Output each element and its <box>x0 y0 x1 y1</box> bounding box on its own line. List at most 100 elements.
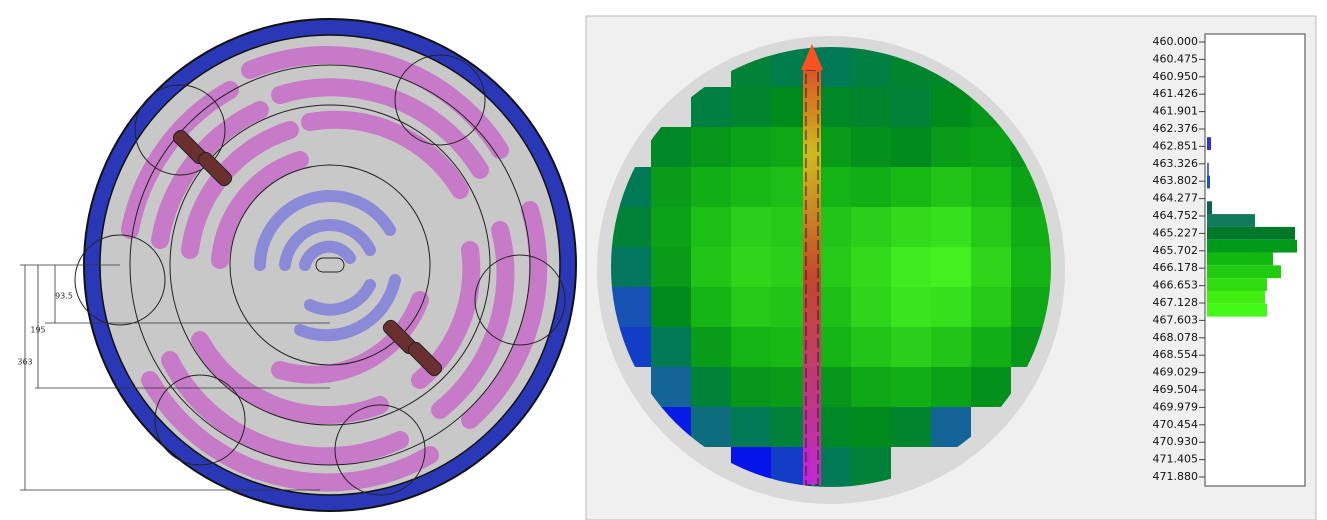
map-cell <box>891 207 931 247</box>
y-tick-label: 463.802 <box>1153 174 1199 187</box>
y-tick-label: 471.880 <box>1153 470 1199 483</box>
histogram-bar <box>1207 175 1210 189</box>
map-cell <box>931 167 971 207</box>
map-cell <box>931 247 971 287</box>
map-cell <box>691 87 731 127</box>
map-cell <box>691 407 731 447</box>
map-cell <box>931 327 971 367</box>
map-cell <box>851 47 891 87</box>
map-cell <box>1011 287 1051 327</box>
y-tick-label: 461.901 <box>1153 105 1199 118</box>
y-tick-label: 462.376 <box>1153 122 1199 135</box>
map-cell <box>731 87 771 127</box>
y-tick-label: 470.454 <box>1153 418 1199 431</box>
y-tick-label: 465.702 <box>1153 244 1199 257</box>
map-cell <box>651 287 691 327</box>
y-tick-label: 460.475 <box>1153 52 1199 65</box>
map-cell <box>971 287 1011 327</box>
map-cell <box>851 367 891 407</box>
map-cell <box>971 167 1011 207</box>
histogram-bar <box>1207 252 1273 266</box>
map-cell <box>851 127 891 167</box>
map-cell <box>691 207 731 247</box>
map-cell <box>611 207 651 247</box>
map-cell <box>691 327 731 367</box>
map-cell <box>931 287 971 327</box>
histogram-bar <box>1207 290 1265 304</box>
histogram-bar <box>1207 162 1209 176</box>
y-tick-label: 466.178 <box>1153 261 1199 274</box>
map-cell <box>651 127 691 167</box>
map-cell <box>891 167 931 207</box>
y-tick-label: 463.326 <box>1153 157 1199 170</box>
map-cell <box>971 207 1011 247</box>
map-cell <box>691 247 731 287</box>
histogram-bar <box>1207 239 1297 253</box>
y-tick-label: 465.227 <box>1153 226 1199 239</box>
y-tick-label: 471.405 <box>1153 453 1199 466</box>
map-cell <box>651 247 691 287</box>
map-cell <box>851 87 891 127</box>
y-tick-label: 469.979 <box>1153 400 1199 413</box>
map-cell <box>931 207 971 247</box>
map-cell <box>971 367 1011 407</box>
map-cell <box>891 327 931 367</box>
map-cell <box>611 287 651 327</box>
map-cell <box>1011 207 1051 247</box>
map-cell <box>851 407 891 447</box>
map-cell <box>971 127 1011 167</box>
chuck-drawing: 93.5 195 363 <box>17 18 577 512</box>
map-cell <box>691 127 731 167</box>
y-tick-label: 460.000 <box>1153 35 1199 48</box>
y-tick-label: 468.078 <box>1153 331 1199 344</box>
histogram-bar <box>1207 137 1211 151</box>
map-cell <box>891 367 931 407</box>
y-tick-label: 469.504 <box>1153 383 1199 396</box>
map-cell <box>851 167 891 207</box>
map-cell <box>891 287 931 327</box>
histogram-bar <box>1207 265 1281 279</box>
map-cell <box>1011 247 1051 287</box>
dimension-label: 363 <box>17 358 32 367</box>
histogram-bar <box>1207 214 1255 227</box>
y-tick-label: 467.603 <box>1153 313 1199 326</box>
map-cell <box>851 327 891 367</box>
map-cell <box>931 367 971 407</box>
map-cell <box>731 367 771 407</box>
map-cell <box>691 287 731 327</box>
map-cell <box>731 287 771 327</box>
y-tick-label: 466.653 <box>1153 279 1199 292</box>
map-cell <box>971 247 1011 287</box>
y-tick-label: 467.128 <box>1153 296 1199 309</box>
map-cell <box>611 247 651 287</box>
map-cell <box>931 87 971 127</box>
map-cell <box>891 87 931 127</box>
map-cell <box>931 407 971 447</box>
dimension-label: 93.5 <box>55 292 73 301</box>
y-tick-label: 470.930 <box>1153 435 1199 448</box>
map-cell <box>851 447 891 487</box>
y-tick-label: 462.851 <box>1153 139 1199 152</box>
y-tick-label: 464.752 <box>1153 209 1199 222</box>
map-cell <box>651 167 691 207</box>
y-tick-label: 464.277 <box>1153 192 1199 205</box>
y-tick-label: 461.426 <box>1153 87 1199 100</box>
y-tick-label: 460.950 <box>1153 70 1199 83</box>
histogram-bar <box>1207 201 1212 215</box>
wafer-map <box>611 47 1051 487</box>
histogram-bar <box>1207 278 1267 291</box>
map-cell <box>891 247 931 287</box>
map-cell <box>971 327 1011 367</box>
map-cell <box>851 207 891 247</box>
histogram-bar <box>1207 226 1295 240</box>
map-cell <box>931 127 971 167</box>
map-cell <box>731 167 771 207</box>
map-cell <box>731 207 771 247</box>
y-tick-label: 468.554 <box>1153 348 1199 361</box>
map-cell <box>651 327 691 367</box>
map-cell <box>731 327 771 367</box>
scan-path <box>801 44 823 486</box>
map-cell <box>731 247 771 287</box>
map-cell <box>891 127 931 167</box>
